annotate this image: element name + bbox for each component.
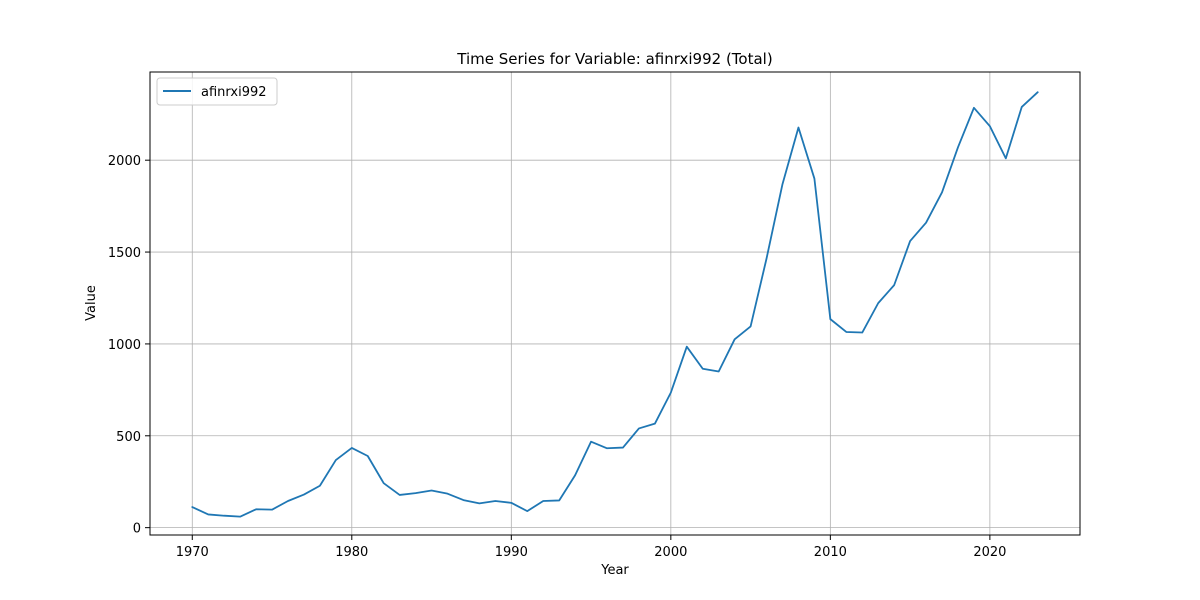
x-axis: 1970 1980 1990 2000 2010 2020	[176, 535, 1006, 560]
chart-title: Time Series for Variable: afinrxi992 (To…	[456, 50, 772, 68]
y-tick-label: 1000	[108, 338, 141, 353]
grid-lines	[150, 72, 1080, 535]
x-tick-label: 1980	[335, 545, 368, 560]
series-line-afinrxi992	[191, 91, 1039, 518]
y-axis-label: Value	[84, 285, 99, 321]
legend-entry-label: afinrxi992	[201, 85, 267, 100]
x-tick-label: 2000	[654, 545, 687, 560]
x-tick-label: 2010	[814, 545, 847, 560]
y-tick-label: 1500	[108, 246, 141, 261]
legend-box	[156, 77, 278, 106]
y-tick-label: 500	[116, 430, 141, 445]
legend: afinrxi992	[156, 77, 278, 106]
x-tick-label: 1970	[176, 545, 209, 560]
x-tick-label: 2020	[973, 545, 1006, 560]
series-layer	[191, 91, 1039, 518]
y-tick-label: 0	[133, 522, 141, 537]
y-axis: 0 500 1000 1500 2000	[108, 154, 150, 537]
x-tick-label: 1990	[495, 545, 528, 560]
x-axis-label: Year	[600, 563, 629, 578]
y-tick-label: 2000	[108, 154, 141, 169]
plot-frame	[149, 71, 1081, 536]
